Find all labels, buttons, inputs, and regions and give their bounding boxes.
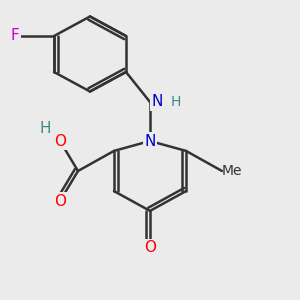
Text: O: O [54,194,66,208]
Text: H: H [170,95,181,109]
Text: H: H [40,122,51,136]
Text: O: O [54,134,66,148]
Text: N: N [144,134,156,148]
Text: O: O [144,240,156,255]
Text: N: N [152,94,163,110]
Text: F: F [11,28,20,44]
Text: Me: Me [222,164,242,178]
